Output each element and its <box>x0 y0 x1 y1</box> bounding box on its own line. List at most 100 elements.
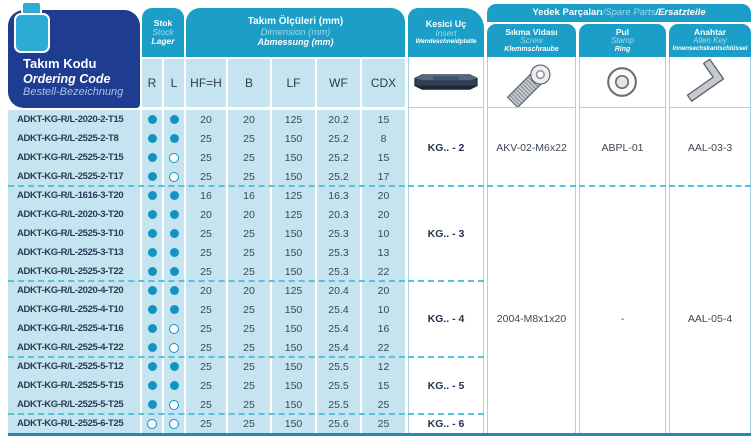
dim-cell-lf: 150 <box>272 414 315 433</box>
tool-code-cell: ADKT-KG-R/L-2525-2-T8 <box>8 129 140 148</box>
dim-cell-wf: 25.3 <box>317 224 360 243</box>
stock-dot-cell-l <box>164 262 184 281</box>
insert-label-en: Insert <box>435 28 457 39</box>
toolholder-clamp-icon <box>13 0 51 56</box>
dim-cell-lf: 150 <box>272 319 315 338</box>
stock-dot-filled <box>147 400 157 409</box>
dim-cell-lf: 125 <box>272 281 315 300</box>
dim-cell-wf: 16.3 <box>317 186 360 205</box>
stock-dot-cell-l <box>164 110 184 129</box>
dim-cell-wf: 25.6 <box>317 414 360 433</box>
tool-code-cell: ADKT-KG-R/L-2525-5-T15 <box>8 376 140 395</box>
tool-code-cell: ADKT-KG-R/L-2525-6-T25 <box>8 414 140 433</box>
allen-key-image-cell <box>670 57 750 108</box>
key-label-tr: Anahtar <box>693 27 727 38</box>
dim-cell-b: 25 <box>228 357 270 376</box>
dim-cell-wf: 25.4 <box>317 319 360 338</box>
insert-header: Kesici Uç Insert Wendeschneidplatte <box>408 8 484 57</box>
col-header-lf: LF <box>272 59 315 107</box>
stock-dot-filled <box>147 115 157 124</box>
dim-cell-b: 16 <box>228 186 270 205</box>
dim-cell-cdx: 22 <box>362 338 405 357</box>
group-separator-dashed-line <box>8 413 405 415</box>
dimensions-label-de: Abmessung (mm) <box>257 37 334 48</box>
dim-cell-cdx: 15 <box>362 148 405 167</box>
allen-key-icon <box>686 58 725 102</box>
dim-cell-hf: 20 <box>186 205 226 224</box>
dim-cell-lf: 150 <box>272 224 315 243</box>
dim-cell-hf: 16 <box>186 186 226 205</box>
dim-cell-wf: 25.3 <box>317 243 360 262</box>
dim-cell-b: 25 <box>228 224 270 243</box>
tool-code-cell: ADKT-KG-R/L-2525-5-T25 <box>8 395 140 414</box>
insert-code-label: KG.. - 2 <box>427 142 465 154</box>
dim-cell-b: 25 <box>228 376 270 395</box>
stock-dot-filled <box>147 305 157 314</box>
dim-cell-hf: 20 <box>186 110 226 129</box>
dim-cell-hf: 25 <box>186 338 226 357</box>
stock-dot-filled <box>169 191 179 200</box>
dim-cell-cdx: 16 <box>362 319 405 338</box>
screw-label-en: Screw <box>520 36 543 45</box>
dim-cell-lf: 150 <box>272 167 315 186</box>
group-separator-dashed-line <box>408 280 484 282</box>
dimensions-label-tr: Takım Ölçüleri (mm) <box>247 16 344 28</box>
tool-code-cell: ADKT-KG-R/L-2525-3-T10 <box>8 224 140 243</box>
stock-dot-filled <box>169 248 179 257</box>
stock-dot-cell-r <box>142 186 162 205</box>
dim-cell-lf: 125 <box>272 205 315 224</box>
stock-dot-cell-l <box>164 167 184 186</box>
insert-code-label: KG.. - 5 <box>427 379 465 392</box>
stock-dot-filled <box>169 229 179 238</box>
dim-cell-wf: 25.4 <box>317 300 360 319</box>
dim-cell-hf: 25 <box>186 376 226 395</box>
col-header-wf: WF <box>317 59 360 107</box>
stock-dot-cell-l <box>164 243 184 262</box>
insert-label-de: Wendeschneidplatte <box>415 37 477 45</box>
stock-dot-cell-r <box>142 395 162 414</box>
insert-column: KG.. - 2 KG.. - 3 KG.. - 4 KG.. - 5 KG.. - 6 <box>408 57 484 433</box>
ring-header: Pul Stamp Ring <box>579 24 666 57</box>
dim-cell-cdx: 22 <box>362 262 405 281</box>
stock-dot-cell-r <box>142 205 162 224</box>
stock-dot-open <box>169 171 179 182</box>
stock-header: Stok Stock Lager <box>142 8 184 57</box>
dim-cell-wf: 25.5 <box>317 395 360 414</box>
col-header-r: R <box>142 59 162 107</box>
stock-dot-cell-l <box>164 338 184 357</box>
insert-code-label: KG.. - 4 <box>427 313 465 325</box>
ring-value-group2: ABPL-01 <box>601 142 644 154</box>
screw-header: Sıkma Vidası Screw Klemmschraube <box>487 24 576 57</box>
spare-parts-label-de: Ersatzteile <box>658 6 706 18</box>
tool-code-cell: ADKT-KG-R/L-2020-4-T20 <box>8 281 140 300</box>
stock-dot-cell-l <box>164 376 184 395</box>
allen-key-column: AAL-03-3 AAL-05-4 <box>669 57 751 433</box>
dim-cell-lf: 150 <box>272 243 315 262</box>
ring-image-cell <box>580 57 665 108</box>
group-separator-dashed-line <box>408 413 484 415</box>
stock-dot-cell-l <box>164 357 184 376</box>
stock-dot-cell-l <box>164 281 184 300</box>
dim-cell-lf: 150 <box>272 376 315 395</box>
dim-cell-cdx: 15 <box>362 376 405 395</box>
grooving-insert-icon <box>414 74 478 90</box>
separator: / <box>602 6 606 18</box>
stock-dot-open <box>169 152 179 163</box>
stock-dot-cell-l <box>164 205 184 224</box>
stock-dot-cell-r <box>142 414 162 433</box>
dim-cell-wf: 25.3 <box>317 262 360 281</box>
ring-label-de: Ring <box>614 45 631 53</box>
group-separator-dashed-line <box>8 356 405 358</box>
dim-cell-cdx: 25 <box>362 414 405 433</box>
col-header-cdx: CDX <box>362 59 405 107</box>
stock-dot-filled <box>147 324 157 333</box>
dim-cell-b: 25 <box>228 148 270 167</box>
dim-cell-b: 25 <box>228 129 270 148</box>
tool-code-cell: ADKT-KG-R/L-2020-2-T15 <box>8 110 140 129</box>
stock-dot-cell-l <box>164 186 184 205</box>
dim-cell-hf: 25 <box>186 395 226 414</box>
group-separator-dashed-line <box>408 356 484 358</box>
stock-dot-cell-r <box>142 376 162 395</box>
screw-label-tr: Sıkma Vidası <box>505 26 558 37</box>
